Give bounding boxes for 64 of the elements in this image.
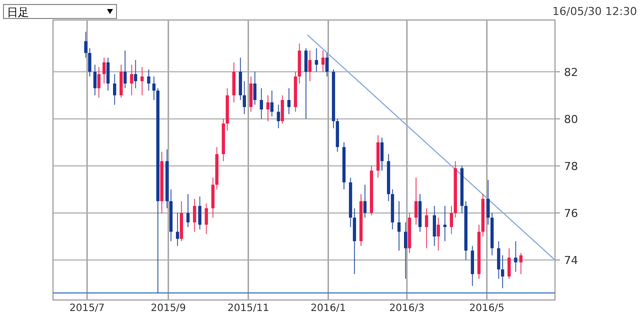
candlestick bbox=[186, 194, 190, 228]
candlestick bbox=[380, 137, 384, 172]
candlestick bbox=[266, 94, 270, 122]
candlestick bbox=[304, 48, 308, 120]
candlestick bbox=[352, 208, 356, 275]
candlestick bbox=[152, 76, 156, 100]
candlestick bbox=[450, 205, 454, 235]
candlestick bbox=[253, 71, 256, 106]
candlestick bbox=[508, 248, 511, 280]
candlestick bbox=[443, 205, 446, 242]
candlestick bbox=[519, 252, 523, 275]
candlestick bbox=[276, 104, 280, 129]
candlestick bbox=[102, 57, 106, 84]
candlestick bbox=[97, 66, 100, 98]
text: 16/05/30 12:30 bbox=[552, 5, 637, 18]
candlestick bbox=[249, 76, 253, 112]
candlestick bbox=[198, 196, 202, 230]
candlestick bbox=[130, 64, 134, 96]
candlestick bbox=[314, 48, 318, 72]
candlestick bbox=[497, 240, 500, 280]
candlestick bbox=[308, 50, 312, 82]
candlestick bbox=[106, 57, 110, 92]
candlestick bbox=[123, 50, 127, 89]
candlestick bbox=[363, 184, 367, 218]
xtick: 2015/11 bbox=[228, 303, 270, 314]
xtick: 2015/9 bbox=[150, 303, 186, 314]
candlestick bbox=[397, 200, 401, 252]
candlestick bbox=[432, 205, 436, 246]
candlestick bbox=[414, 177, 418, 226]
candlestick bbox=[192, 198, 196, 232]
xtick: 2016/1 bbox=[310, 303, 346, 314]
ytick: 82 bbox=[564, 66, 578, 79]
candlestick bbox=[436, 217, 440, 252]
selector: 日足 bbox=[3, 4, 117, 19]
candlestick bbox=[514, 240, 518, 272]
ytick: 80 bbox=[564, 112, 578, 126]
candlestick bbox=[287, 88, 291, 115]
candlestick bbox=[238, 57, 242, 100]
candlestick bbox=[500, 254, 504, 289]
candlestick bbox=[424, 208, 428, 249]
candlestick bbox=[260, 88, 263, 120]
ytick: 74 bbox=[564, 254, 578, 267]
candlestick bbox=[280, 94, 284, 124]
ytick: 76 bbox=[564, 206, 578, 220]
xtick: 2016/3 bbox=[389, 303, 424, 314]
candlestick bbox=[140, 66, 144, 96]
candlestick bbox=[211, 177, 215, 218]
candlestick bbox=[270, 90, 274, 117]
candlestick bbox=[404, 222, 408, 280]
xtick: 2015/7 bbox=[69, 303, 105, 314]
candlestick bbox=[176, 212, 180, 246]
candlestick bbox=[470, 245, 474, 286]
candlestick bbox=[147, 68, 150, 92]
candlestick bbox=[242, 80, 246, 115]
candlestick bbox=[134, 60, 138, 89]
candlestick bbox=[113, 74, 116, 106]
ytick: 78 bbox=[564, 160, 578, 173]
candlestick bbox=[204, 203, 208, 235]
candlestick bbox=[321, 50, 325, 72]
candlestick bbox=[232, 62, 236, 103]
candlestick bbox=[325, 52, 329, 77]
xtick: 2016/5 bbox=[469, 303, 504, 314]
candlestick bbox=[93, 64, 97, 96]
candlestick bbox=[120, 64, 123, 98]
